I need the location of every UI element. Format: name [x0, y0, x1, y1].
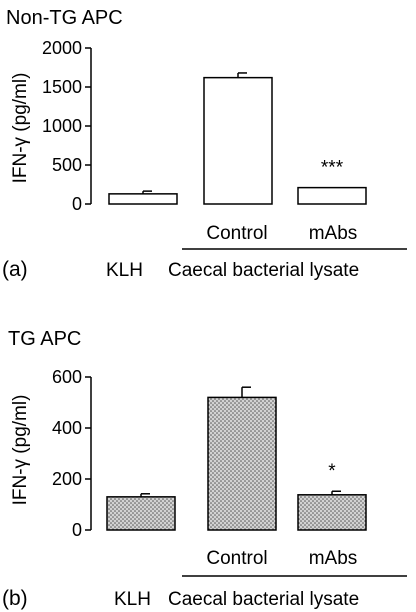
panel-a-label: (a) — [2, 258, 28, 281]
panel-b-group-label: Caecal bacterial lysate — [168, 589, 359, 610]
panel-a-bar — [108, 193, 178, 205]
panel-a-plot: 0 500 1000 1500 2000 *** — [42, 38, 367, 214]
panel-a-category-control: Control — [206, 223, 267, 244]
panel-a-bar — [203, 76, 273, 205]
panel-a-significance: *** — [321, 158, 344, 179]
panel-b-title: TG APC — [8, 328, 81, 350]
panel-b-y-tick-label: 0 — [72, 520, 82, 540]
panel-a-bar — [297, 186, 367, 205]
panel-b-bar — [207, 396, 277, 531]
panel-b: TG APC IFN-γ (pg/ml) (b) KLH Control mAb… — [2, 328, 407, 610]
panel-a-y-tick-label: 1000 — [42, 116, 82, 136]
panel-b-bar — [297, 494, 367, 531]
panel-a-category-mabs: mAbs — [309, 223, 358, 244]
panel-a-y-tick-label: 1500 — [42, 77, 82, 97]
panel-b-y-tick-label: 200 — [52, 469, 82, 489]
panel-b-category-mabs: mAbs — [309, 548, 358, 569]
panel-b-significance: * — [328, 461, 336, 482]
panel-a-category-klh: KLH — [106, 260, 143, 281]
panel-b-category-control: Control — [206, 548, 267, 569]
panel-a: Non-TG APC IFN-γ (pg/ml) (a) KLH Control… — [2, 7, 407, 281]
panel-b-y-axis-label: IFN-γ (pg/ml) — [10, 395, 31, 506]
panel-a-group-label: Caecal bacterial lysate — [168, 260, 359, 281]
panel-b-bar — [106, 496, 176, 531]
panel-a-y-axis-label: IFN-γ (pg/ml) — [10, 73, 31, 184]
panel-a-title: Non-TG APC — [6, 7, 123, 29]
panel-b-y-tick-label: 600 — [52, 367, 82, 387]
panel-b-y-tick-label: 400 — [52, 418, 82, 438]
panel-a-y-tick-label: 2000 — [42, 38, 82, 58]
panel-a-y-tick-label: 500 — [52, 155, 82, 175]
panel-b-plot: 0 200 400 600 * — [52, 367, 367, 540]
panel-b-label: (b) — [2, 587, 28, 610]
panel-a-y-tick-label: 0 — [72, 194, 82, 214]
panel-b-category-klh: KLH — [114, 589, 151, 610]
